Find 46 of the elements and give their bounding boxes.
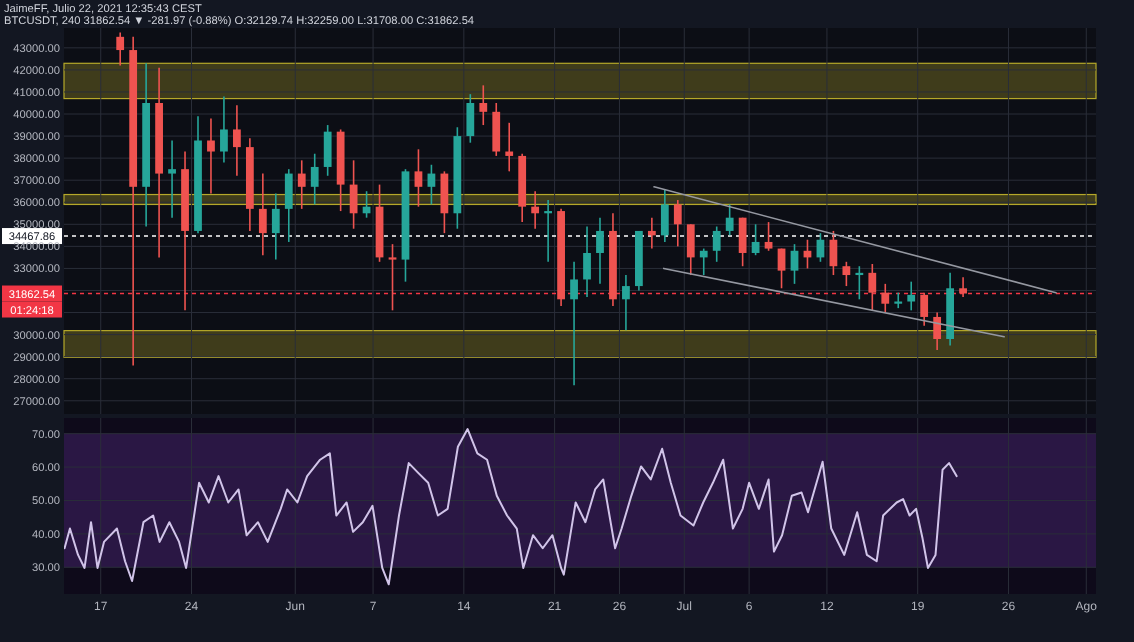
candlestick: [531, 190, 540, 230]
candlestick: [686, 223, 695, 276]
candlestick: [207, 117, 215, 195]
candlestick: [725, 203, 734, 237]
candlestick: [855, 265, 864, 301]
candlestick: [233, 104, 241, 177]
candlestick: [790, 243, 799, 285]
candlestick: [738, 216, 747, 268]
candlestick: [881, 283, 890, 314]
candlestick: [168, 139, 176, 219]
candlestick: [777, 247, 786, 290]
candlestick: [388, 243, 397, 312]
candlestick: [622, 274, 630, 331]
candlestick: [673, 199, 682, 248]
candlestick: [596, 216, 604, 285]
candlestick: [505, 122, 514, 173]
candlestick: [258, 172, 267, 256]
candlestick: [271, 192, 280, 261]
candlestick: [647, 216, 656, 250]
candlestick: [660, 188, 669, 243]
candlestick: [583, 225, 591, 298]
candlestick: [544, 199, 553, 263]
candlestick: [570, 261, 578, 387]
candlestick: [310, 152, 319, 206]
candlestick: [842, 261, 851, 287]
line-series: [64, 428, 958, 586]
candlestick: [414, 148, 423, 208]
candlestick: [712, 225, 721, 263]
candlestick: [751, 223, 760, 256]
candlestick: [220, 95, 228, 164]
candlestick: [297, 159, 306, 210]
candlestick: [284, 168, 293, 243]
candlestick: [907, 280, 916, 312]
candlestick: [894, 291, 903, 309]
candlestick: [440, 170, 449, 234]
candlestick: [920, 291, 929, 327]
candlestick: [959, 276, 967, 298]
candlestick: [492, 102, 501, 157]
candlestick: [868, 263, 877, 312]
candlestick: [933, 311, 942, 351]
candlestick: [479, 84, 488, 126]
candlestick: [116, 31, 125, 67]
candlestick: [699, 247, 708, 276]
candlestick: [764, 221, 773, 252]
candlestick: [466, 93, 475, 144]
candlestick: [323, 124, 332, 177]
